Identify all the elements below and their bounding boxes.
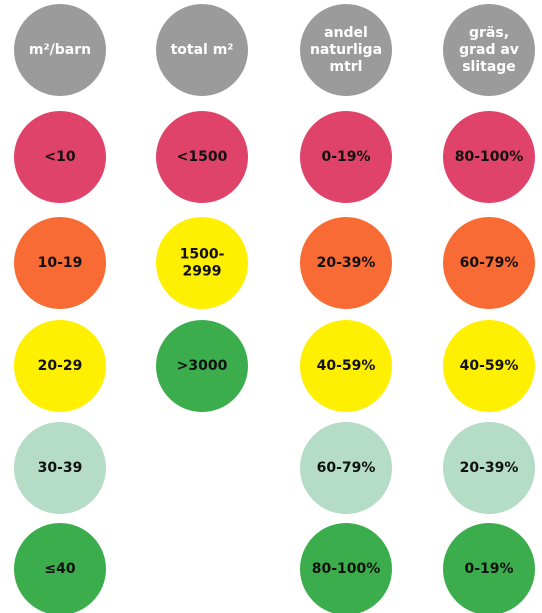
- header-text: naturliga: [310, 42, 382, 58]
- header-text: andel: [324, 25, 368, 41]
- cell-circle: [443, 217, 535, 309]
- header-text: slitage: [462, 59, 516, 75]
- cell-text: <10: [44, 149, 75, 165]
- cell-text: 1500-: [180, 247, 225, 263]
- cell-circle: [14, 217, 106, 309]
- cell-circle: [14, 111, 106, 203]
- cell-text: 20-29: [38, 358, 83, 374]
- cell-text: 20-39%: [460, 460, 519, 476]
- cell-text: 20-39%: [317, 255, 376, 271]
- cell-circle: [300, 523, 392, 613]
- cell-text: >3000: [177, 358, 228, 374]
- cell-circle: [156, 320, 248, 412]
- header-circle: [156, 4, 248, 96]
- header-text: gräs,: [469, 25, 509, 41]
- cell-circle: [300, 217, 392, 309]
- cell-circle: [300, 422, 392, 514]
- cell-text: 0-19%: [321, 149, 370, 165]
- cell-circle: [443, 111, 535, 203]
- header-text: total m²: [171, 42, 234, 58]
- cell-text: 60-79%: [460, 255, 519, 271]
- header-text: m²/barn: [29, 42, 91, 58]
- cell-circle: [14, 422, 106, 514]
- cell-circle: [156, 217, 248, 309]
- header-circle: [14, 4, 106, 96]
- cell-text: 2999: [183, 264, 222, 280]
- cell-text: 40-59%: [460, 358, 519, 374]
- header-text: grad av: [459, 42, 519, 58]
- cell-circle: [300, 111, 392, 203]
- cell-text: <1500: [177, 149, 228, 165]
- cell-text: 10-19: [38, 255, 83, 271]
- header-text: mtrl: [330, 59, 363, 75]
- cell-circle: [443, 320, 535, 412]
- cell-circle: [156, 111, 248, 203]
- cell-circle: [443, 523, 535, 613]
- cell-text: 80-100%: [312, 561, 381, 577]
- cell-circle: [300, 320, 392, 412]
- header-circle: [443, 4, 535, 96]
- cell-text: ≤40: [44, 561, 75, 577]
- cell-circle: [14, 320, 106, 412]
- cell-text: 30-39: [38, 460, 83, 476]
- cell-text: 0-19%: [464, 561, 513, 577]
- cell-text: 40-59%: [317, 358, 376, 374]
- header-circle: [300, 4, 392, 96]
- cell-circle: [14, 523, 106, 613]
- cell-text: 60-79%: [317, 460, 376, 476]
- cell-text: 80-100%: [455, 149, 524, 165]
- cell-circle: [443, 422, 535, 514]
